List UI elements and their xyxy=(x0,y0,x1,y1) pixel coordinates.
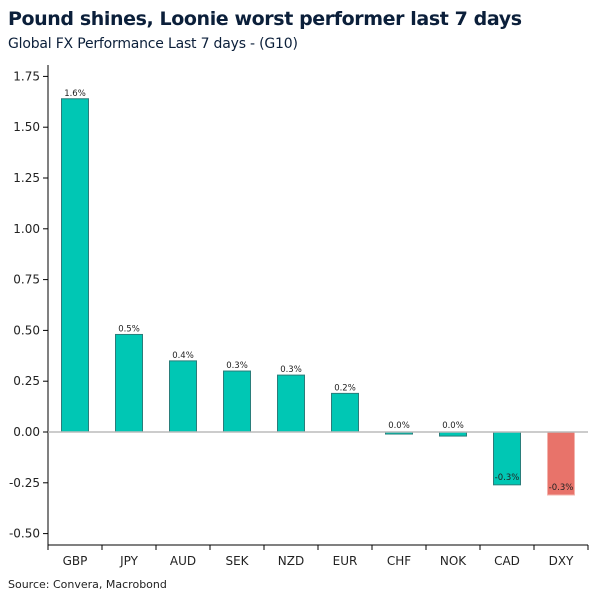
bar-eur xyxy=(331,392,359,433)
data-label: 0.3% xyxy=(226,361,248,371)
data-label: 0.2% xyxy=(334,383,356,393)
y-tick-label: 1.50 xyxy=(13,120,40,134)
data-label: 0.5% xyxy=(118,324,140,334)
data-label: 1.6% xyxy=(64,89,86,99)
y-tick-label: 1.00 xyxy=(13,222,40,236)
y-tick-label: 0.50 xyxy=(13,323,40,337)
data-label: 0.3% xyxy=(280,365,302,375)
bar-aud xyxy=(169,360,197,433)
y-tick-label: 1.75 xyxy=(13,69,40,83)
x-tick-label: JPY xyxy=(119,554,139,568)
y-tick-label: -0.25 xyxy=(9,476,40,490)
data-label: 0.0% xyxy=(388,421,410,431)
y-tick-label: 0.00 xyxy=(13,425,40,439)
x-tick-label: SEK xyxy=(225,554,249,568)
data-label: -0.3% xyxy=(495,473,520,483)
bar-jpy xyxy=(115,333,143,433)
y-tick-label: 0.75 xyxy=(13,273,40,287)
data-label: -0.3% xyxy=(549,483,574,493)
x-tick-label: NOK xyxy=(440,554,467,568)
x-tick-label: CAD xyxy=(494,554,520,568)
x-tick-label: NZD xyxy=(278,554,304,568)
bar-nzd xyxy=(277,374,305,433)
x-tick-label: CHF xyxy=(387,554,411,568)
bar-gbp xyxy=(61,98,89,433)
chart-subtitle: Global FX Performance Last 7 days - (G10… xyxy=(8,36,298,52)
y-tick-label: 1.25 xyxy=(13,171,40,185)
x-tick-label: EUR xyxy=(333,554,358,568)
y-tick-label: 0.25 xyxy=(13,374,40,388)
chart-title: Pound shines, Loonie worst performer las… xyxy=(8,8,522,30)
x-tick-label: GBP xyxy=(63,554,88,568)
bar-sek xyxy=(223,370,251,433)
x-tick-label: AUD xyxy=(170,554,196,568)
source-note: Source: Convera, Macrobond xyxy=(8,578,167,591)
y-tick-label: -0.50 xyxy=(9,527,40,541)
x-tick-label: DXY xyxy=(549,554,574,568)
data-label: 0.4% xyxy=(172,351,194,361)
data-label: 0.0% xyxy=(442,421,464,431)
